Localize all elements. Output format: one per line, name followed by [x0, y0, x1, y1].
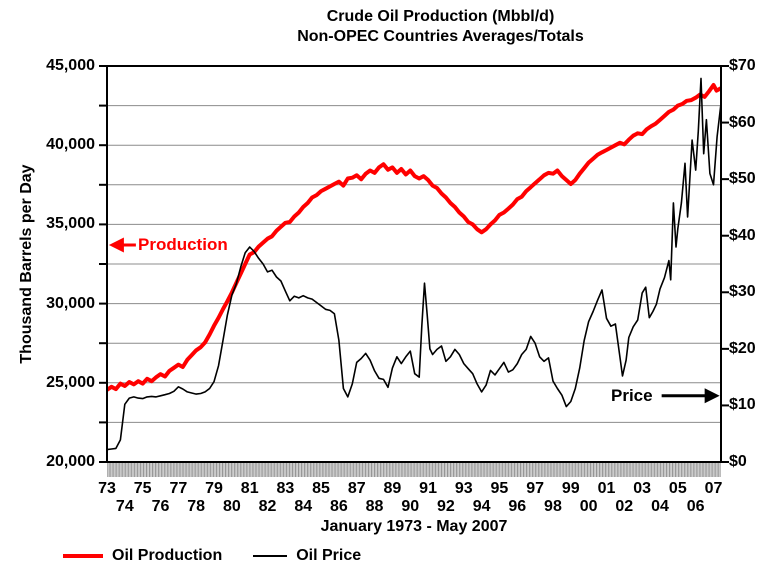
series-line-oil-production [107, 83, 721, 392]
x-axis-year-label: 80 [222, 498, 241, 515]
x-axis-monthly-tick-band [107, 463, 721, 477]
y-axis-tick-label-left: 40,000 [46, 136, 95, 154]
x-axis-year-label: 76 [151, 498, 170, 515]
plot-border [106, 65, 722, 463]
x-axis-year-label: 92 [437, 498, 455, 515]
x-axis-year-label: 06 [686, 498, 705, 515]
x-axis-year-label: 00 [579, 498, 598, 515]
x-axis-year-label: 97 [526, 480, 544, 497]
x-axis-year-label: 81 [240, 480, 259, 497]
x-axis-year-label: 02 [615, 498, 634, 515]
y-axis-tick-label-left: 45,000 [46, 57, 95, 74]
x-axis-year-label: 84 [294, 498, 313, 515]
legend-label-oil-price: Oil Price [296, 547, 362, 564]
y-axis-tick-label-right: $10 [729, 396, 756, 414]
x-axis-year-label: 03 [633, 480, 652, 497]
y-axis-tick-label-right: $50 [729, 170, 756, 188]
x-axis-year-label: 88 [365, 498, 384, 515]
x-axis-year-label: 93 [454, 480, 473, 497]
x-axis-year-label: 82 [258, 498, 277, 515]
x-axis-year-label: 74 [115, 498, 134, 515]
x-axis-year-label: 07 [704, 480, 723, 497]
chart-title: Crude Oil Production (Mbbl/d) [326, 8, 555, 25]
x-axis-year-label: 73 [98, 480, 116, 497]
y-axis-tick-label-right: $20 [729, 339, 756, 357]
legend-line-oil-price [253, 555, 288, 557]
price-annotation-label: Price [611, 386, 653, 405]
y-axis-tick-label-right: $0 [729, 453, 747, 470]
x-axis-year-label: 05 [668, 480, 687, 497]
x-axis-year-label: 86 [329, 498, 348, 515]
y-axis-title-left: Thousand Barrels per Day [18, 164, 35, 364]
x-axis-year-label: 75 [133, 480, 152, 497]
chart-subtitle: Non-OPEC Countries Averages/Totals [297, 28, 584, 45]
y-axis-tick-label-right: $70 [729, 57, 756, 74]
x-axis-year-label: 94 [472, 498, 491, 515]
legend-line-oil-production [63, 554, 103, 558]
y-axis-tick-label-right: $60 [729, 113, 756, 131]
x-axis-year-label: 77 [169, 480, 188, 497]
x-axis-year-label: 87 [347, 480, 366, 497]
x-axis-year-label: 79 [205, 480, 223, 497]
x-axis-year-label: 95 [490, 480, 509, 497]
y-axis-tick-label-left: 35,000 [46, 215, 95, 233]
x-axis-year-label: 78 [187, 498, 206, 515]
production-annotation-label: Production [138, 235, 228, 254]
x-axis-title: January 1973 - May 2007 [320, 518, 508, 535]
x-axis-year-label: 96 [508, 498, 527, 515]
y-axis-tick-label-right: $40 [729, 226, 756, 244]
x-axis-year-label: 83 [276, 480, 295, 497]
x-axis-year-label: 99 [561, 480, 580, 497]
x-axis-year-label: 89 [383, 480, 402, 497]
legend-label-oil-production: Oil Production [112, 547, 223, 564]
y-axis-tick-label-left: 30,000 [46, 294, 95, 312]
x-axis-year-label: 90 [401, 498, 420, 515]
production-arrow-head [108, 237, 124, 253]
y-axis-tick-label-left: 25,000 [46, 373, 95, 391]
y-axis-tick-label-right: $30 [729, 283, 756, 301]
x-axis-year-label: 91 [419, 480, 437, 497]
legend: Oil Production Oil Price [63, 547, 361, 565]
series-line-oil-price [107, 77, 721, 451]
y-axis-tick-label-left: 20,000 [46, 453, 95, 470]
x-axis-year-label: 04 [651, 498, 669, 515]
x-axis-year-label: 98 [544, 498, 562, 515]
price-arrow-head [704, 388, 720, 404]
x-axis-year-label: 85 [312, 480, 330, 497]
x-axis-year-label: 01 [597, 480, 616, 497]
